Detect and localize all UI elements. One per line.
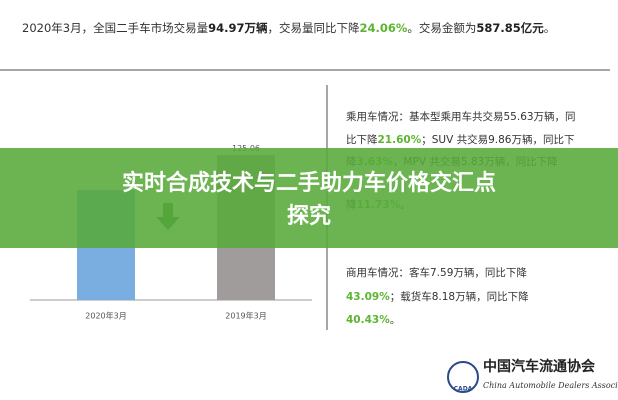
logo: CADA 中国汽车流通协会 China Automobile Dealers A… <box>447 358 618 393</box>
text-segment: 24.06% <box>359 21 407 35</box>
text-segment: 乘用车情况：基本型乘用车共交易55.63万辆，同 <box>346 110 576 123</box>
text-segment: 40.43% <box>346 314 390 326</box>
text-segment: 587.85亿元 <box>476 21 544 35</box>
text-segment: 94.97万辆 <box>208 21 268 35</box>
text-line: 40.43%。 <box>346 314 400 326</box>
logo-name: 中国汽车流通协会 <box>483 358 596 375</box>
text-segment: 。 <box>544 21 556 35</box>
logo-abbr: CADA <box>454 386 473 393</box>
text-segment: ；载货车8.18万辆，同比下降 <box>390 290 529 303</box>
x-tick-label: 2020年3月 <box>85 311 126 321</box>
logo-emblem <box>447 361 479 393</box>
text-segment: 43.09% <box>346 291 390 303</box>
text-line: 2020年3月，全国二手车市场交易量94.97万辆，交易量同比下降24.06%。… <box>22 21 555 35</box>
text-line: 商用车情况：客车7.59万辆，同比下降 <box>346 266 527 279</box>
x-tick-label: 2019年3月 <box>225 311 266 321</box>
logo-english: China Automobile Dealers Association <box>483 381 618 390</box>
banner-title: 实时合成技术与二手助力车价格交汇点 <box>122 170 496 196</box>
text-segment: ，交易量同比下降 <box>267 21 359 35</box>
text-line: 比下降21.60%；SUV 共交易9.86万辆，同比下 <box>346 133 574 146</box>
text-segment: 。交易金额为 <box>407 21 476 35</box>
header: 2020年3月，全国二手车市场交易量94.97万辆，交易量同比下降24.06%。… <box>22 21 555 35</box>
text-segment: 21.60% <box>378 134 422 146</box>
text-segment: 商用车情况：客车7.59万辆，同比下降 <box>346 266 527 279</box>
text-segment: 。 <box>390 314 401 326</box>
text-line: 乘用车情况：基本型乘用车共交易55.63万辆，同 <box>346 110 576 123</box>
text-segment: 2020年3月，全国二手车市场交易量 <box>22 21 208 35</box>
text-segment: ；SUV 共交易9.86万辆，同比下 <box>421 133 574 146</box>
banner <box>0 148 618 248</box>
text-segment: 比下降 <box>346 133 378 146</box>
text-line: 43.09%；载货车8.18万辆，同比下降 <box>346 290 529 303</box>
banner-title: 探究 <box>287 203 331 229</box>
